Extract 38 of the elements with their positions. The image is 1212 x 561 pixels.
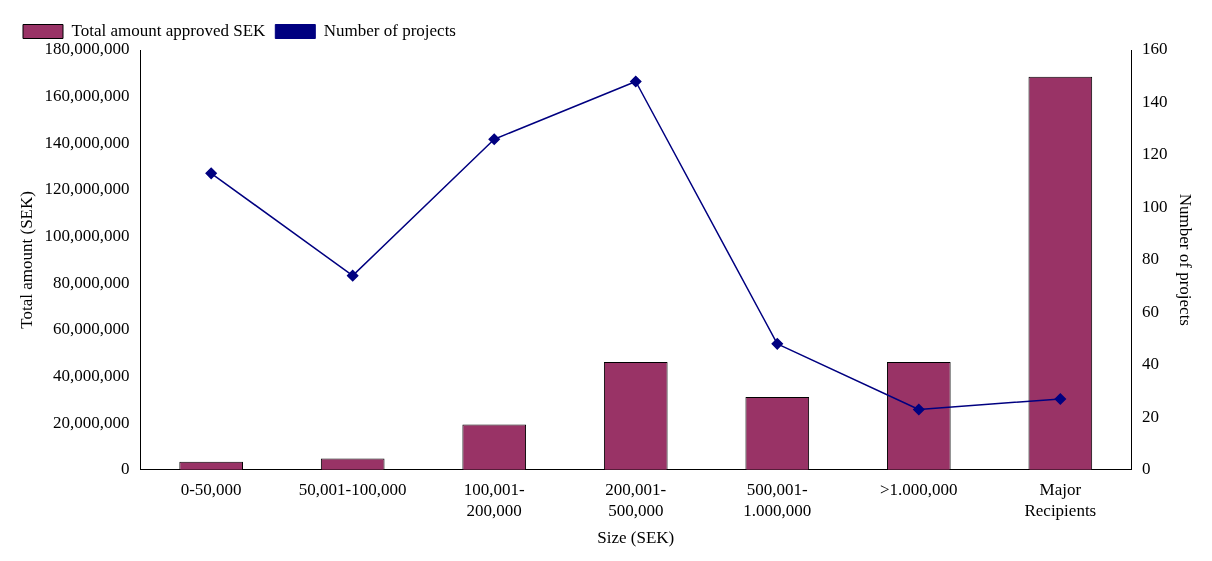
y2-tick-label: 60 bbox=[1142, 301, 1160, 321]
y-tick-label: 140,000,000 bbox=[44, 132, 130, 152]
y-tick-label: 60,000,000 bbox=[52, 319, 130, 339]
y-tick-label: 40,000,000 bbox=[52, 365, 130, 385]
point bbox=[205, 167, 217, 180]
y2-tick-label: 20 bbox=[1142, 406, 1160, 426]
y-axis-title: Total amount (SEK) bbox=[16, 191, 36, 329]
y2-tick-label: 140 bbox=[1142, 91, 1168, 111]
x-tick-label: 200,001- 500,000 bbox=[605, 480, 667, 520]
y-tick-label: 20,000,000 bbox=[52, 412, 130, 432]
point bbox=[913, 403, 925, 416]
legend-label: Number of projects bbox=[323, 20, 456, 40]
x-tick-label: 50,001-100,000 bbox=[298, 480, 407, 500]
y-tick-label: 100,000,000 bbox=[44, 226, 130, 246]
y2-tick-label: 100 bbox=[1142, 196, 1168, 216]
y2-tick-label: 160 bbox=[1142, 39, 1168, 59]
point bbox=[1054, 393, 1067, 405]
y-tick-label: 80,000,000 bbox=[52, 272, 130, 292]
y-tick-label: 160,000,000 bbox=[44, 86, 130, 106]
point bbox=[771, 338, 784, 350]
y-tick-label: 120,000,000 bbox=[44, 179, 130, 199]
y2-tick-label: 40 bbox=[1142, 354, 1160, 374]
y-tick-label: 0 bbox=[120, 459, 130, 479]
y2-tick-label: 80 bbox=[1142, 249, 1160, 269]
y2-tick-label: 0 bbox=[1142, 459, 1151, 479]
x-tick-label: 100,001- 200,000 bbox=[463, 480, 526, 520]
x-tick-label: Major Recipients bbox=[1024, 480, 1097, 520]
y2-axis-title: Number of projects bbox=[1176, 193, 1196, 326]
point bbox=[630, 75, 642, 88]
y2-tick-label: 120 bbox=[1142, 144, 1168, 164]
x-axis-title: Size (SEK) bbox=[597, 528, 675, 548]
y-tick-label: 180,000,000 bbox=[44, 39, 130, 59]
x-tick-label: >1.000,000 bbox=[880, 480, 958, 500]
point bbox=[488, 133, 500, 145]
x-tick-label: 0-50,000 bbox=[180, 480, 242, 500]
point bbox=[346, 269, 359, 282]
x-tick-label: 500,001- 1.000,000 bbox=[743, 480, 812, 520]
legend-label: Total amount approved SEK bbox=[71, 20, 267, 40]
